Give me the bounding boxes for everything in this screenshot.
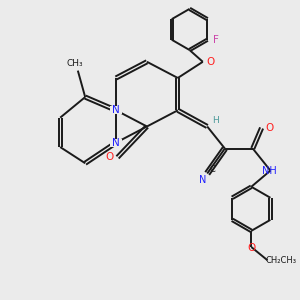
Text: N: N xyxy=(199,175,206,185)
Text: N: N xyxy=(112,105,120,115)
Text: NH: NH xyxy=(262,166,276,176)
Text: O: O xyxy=(206,57,214,67)
Text: CH₂CH₃: CH₂CH₃ xyxy=(265,256,296,265)
Text: O: O xyxy=(105,152,113,162)
Text: F: F xyxy=(213,35,219,45)
Bar xyxy=(104,154,113,161)
Text: CH₃: CH₃ xyxy=(67,59,83,68)
Text: N: N xyxy=(112,138,120,148)
Text: O: O xyxy=(266,123,274,133)
Text: H: H xyxy=(212,116,219,124)
Bar xyxy=(110,106,122,114)
Bar xyxy=(198,176,206,183)
Text: C: C xyxy=(210,166,215,175)
Text: O: O xyxy=(247,243,255,253)
Bar xyxy=(110,139,122,147)
